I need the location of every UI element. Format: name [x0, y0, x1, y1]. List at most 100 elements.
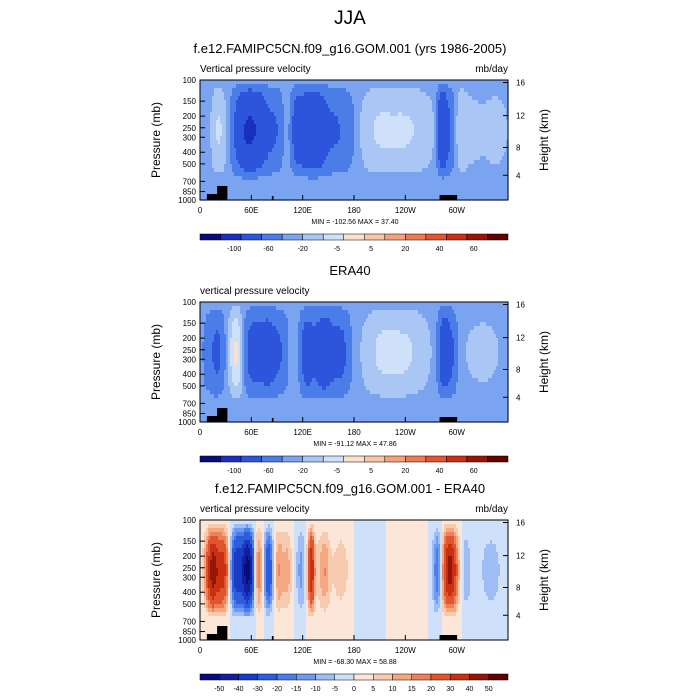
contour-cell: [338, 144, 341, 149]
contour-cell: [410, 112, 413, 117]
contour-cell: [502, 100, 505, 105]
contour-cell: [432, 148, 435, 153]
contour-cell: [212, 338, 215, 343]
contour-cell: [366, 84, 369, 89]
contour-cell: [380, 140, 383, 145]
contour-cell: [490, 136, 493, 141]
contour-cell: [406, 84, 409, 89]
contour-cell: [290, 160, 293, 165]
contour-cell: [338, 120, 341, 125]
contour-cell: [434, 192, 437, 197]
contour-cell: [360, 152, 363, 157]
contour-cell: [480, 164, 483, 169]
contour-cell: [288, 188, 291, 193]
contour-cell: [474, 152, 477, 157]
contour-cell: [204, 338, 207, 343]
contour-cell: [466, 96, 469, 101]
contour-cell: [296, 96, 299, 101]
contour-cell: [200, 156, 203, 161]
contour-cell: [336, 176, 339, 181]
contour-cell: [200, 144, 203, 149]
contour-cell: [234, 196, 237, 201]
contour-cell: [294, 184, 297, 189]
contour-cell: [374, 124, 377, 129]
contour-cell: [250, 164, 253, 169]
contour-cell: [298, 108, 301, 113]
contour-cell: [276, 160, 279, 165]
contour-cell: [334, 140, 337, 145]
contour-cell: [352, 168, 355, 173]
contour-cell: [484, 184, 487, 189]
contour-cell: [502, 188, 505, 193]
contour-cell: [442, 168, 445, 173]
contour-cell: [206, 108, 209, 113]
contour-cell: [440, 180, 443, 185]
contour-cell: [242, 136, 245, 141]
contour-cell: [306, 156, 309, 161]
contour-cell: [496, 100, 499, 105]
contour-cell: [248, 172, 251, 177]
contour-cell: [304, 172, 307, 177]
contour-cell: [460, 188, 463, 193]
contour-cell: [392, 132, 395, 137]
contour-cell: [228, 84, 231, 89]
contour-cell: [328, 88, 331, 93]
contour-cell: [418, 148, 421, 153]
contour-cell: [360, 96, 363, 101]
contour-cell: [474, 196, 477, 201]
contour-cell: [314, 116, 317, 121]
contour-cell: [384, 92, 387, 97]
contour-cell: [438, 180, 441, 185]
contour-cell: [488, 196, 491, 201]
contour-cell: [290, 144, 293, 149]
contour-cell: [370, 156, 373, 161]
contour-cell: [284, 80, 287, 85]
contour-cell: [486, 132, 489, 137]
contour-cell: [254, 80, 257, 85]
contour-cell: [294, 136, 297, 141]
contour-cell: [298, 152, 301, 157]
contour-cell: [452, 92, 455, 97]
contour-cell: [308, 140, 311, 145]
contour-cell: [210, 362, 213, 367]
contour-cell: [414, 124, 417, 129]
contour-cell: [496, 184, 499, 189]
contour-cell: [264, 100, 267, 105]
contour-cell: [416, 144, 419, 149]
contour-cell: [200, 120, 203, 125]
contour-cell: [474, 108, 477, 113]
contour-cell: [488, 112, 491, 117]
contour-cell: [506, 188, 509, 193]
contour-cell: [488, 100, 491, 105]
contour-cell: [266, 152, 269, 157]
contour-cell: [428, 128, 431, 133]
contour-cell: [500, 164, 503, 169]
contour-cell: [396, 108, 399, 113]
contour-cell: [422, 188, 425, 193]
contour-cell: [420, 128, 423, 133]
contour-cell: [348, 164, 351, 169]
contour-cell: [370, 144, 373, 149]
contour-cell: [384, 144, 387, 149]
contour-cell: [354, 180, 357, 185]
contour-cell: [246, 84, 249, 89]
contour-cell: [364, 112, 367, 117]
contour-cell: [496, 104, 499, 109]
contour-cell: [314, 152, 317, 157]
contour-cell: [404, 112, 407, 117]
contour-cell: [374, 96, 377, 101]
contour-cell: [402, 164, 405, 169]
contour-cell: [408, 80, 411, 85]
contour-cell: [236, 140, 239, 145]
contour-cell: [396, 88, 399, 93]
contour-cell: [352, 176, 355, 181]
contour-cell: [394, 88, 397, 93]
contour-cell: [488, 168, 491, 173]
contour-cell: [478, 88, 481, 93]
contour-cell: [242, 172, 245, 177]
contour-cell: [456, 176, 459, 181]
contour-cell: [268, 104, 271, 109]
contour-cell: [224, 92, 227, 97]
contour-cell: [208, 136, 211, 141]
contour-cell: [364, 184, 367, 189]
